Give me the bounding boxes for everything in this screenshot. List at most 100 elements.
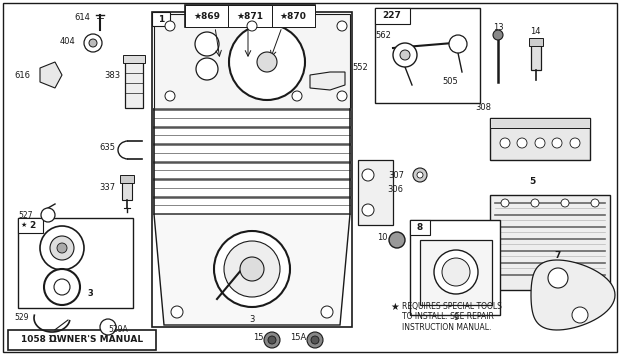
Circle shape bbox=[292, 91, 302, 101]
Text: 7: 7 bbox=[555, 251, 561, 260]
Text: 635: 635 bbox=[99, 143, 115, 153]
Circle shape bbox=[493, 30, 503, 40]
Text: 306: 306 bbox=[387, 186, 403, 195]
Polygon shape bbox=[310, 72, 345, 90]
Text: 1: 1 bbox=[158, 15, 164, 23]
Bar bbox=[123, 55, 145, 63]
Circle shape bbox=[257, 52, 277, 72]
Circle shape bbox=[393, 43, 417, 67]
Circle shape bbox=[417, 172, 423, 178]
Bar bbox=[152, 12, 352, 327]
Circle shape bbox=[41, 208, 55, 222]
Bar bbox=[410, 220, 500, 315]
Circle shape bbox=[171, 306, 183, 318]
Bar bbox=[490, 195, 610, 290]
Circle shape bbox=[40, 226, 84, 270]
Circle shape bbox=[362, 204, 374, 216]
Circle shape bbox=[400, 50, 410, 60]
Circle shape bbox=[165, 21, 175, 31]
Circle shape bbox=[442, 258, 470, 286]
Text: 2: 2 bbox=[29, 220, 35, 229]
Circle shape bbox=[337, 21, 347, 31]
Bar bbox=[420, 240, 492, 305]
Text: ★: ★ bbox=[21, 222, 27, 228]
Circle shape bbox=[535, 138, 545, 148]
Text: 552: 552 bbox=[352, 64, 368, 72]
Bar bbox=[8, 330, 156, 350]
Circle shape bbox=[531, 199, 539, 207]
Circle shape bbox=[413, 168, 427, 182]
Text: 307: 307 bbox=[388, 170, 404, 180]
Circle shape bbox=[321, 306, 333, 318]
Text: 15A: 15A bbox=[290, 333, 306, 343]
Text: 383: 383 bbox=[104, 71, 120, 80]
Bar bbox=[120, 175, 134, 183]
Bar bbox=[185, 5, 315, 27]
Circle shape bbox=[570, 138, 580, 148]
Text: 3: 3 bbox=[249, 315, 255, 323]
Circle shape bbox=[449, 35, 467, 53]
Text: 10: 10 bbox=[377, 234, 388, 242]
Circle shape bbox=[229, 24, 305, 100]
Bar bbox=[272, 5, 315, 27]
Circle shape bbox=[214, 231, 290, 307]
Bar bbox=[228, 5, 272, 27]
Text: ereplacementparts.com: ereplacementparts.com bbox=[180, 189, 330, 202]
Circle shape bbox=[362, 169, 374, 181]
Circle shape bbox=[196, 58, 218, 80]
Text: 11: 11 bbox=[46, 335, 57, 344]
Bar bbox=[490, 118, 590, 160]
Text: ★870: ★870 bbox=[280, 11, 307, 21]
Bar bbox=[531, 42, 541, 70]
Bar bbox=[529, 38, 543, 46]
Circle shape bbox=[591, 199, 599, 207]
Circle shape bbox=[50, 236, 74, 260]
Bar bbox=[122, 178, 132, 200]
Text: 15: 15 bbox=[253, 333, 264, 343]
Circle shape bbox=[337, 91, 347, 101]
Text: 614: 614 bbox=[74, 13, 90, 22]
Text: 8: 8 bbox=[417, 223, 423, 231]
Text: 9: 9 bbox=[453, 313, 459, 322]
Bar bbox=[18, 218, 133, 308]
Circle shape bbox=[240, 257, 264, 281]
Bar bbox=[125, 58, 143, 108]
Text: 227: 227 bbox=[383, 11, 401, 21]
Text: ★871: ★871 bbox=[236, 11, 264, 21]
Circle shape bbox=[548, 268, 568, 288]
Bar bbox=[490, 118, 590, 128]
Text: 1058 OWNER'S MANUAL: 1058 OWNER'S MANUAL bbox=[21, 335, 143, 344]
Circle shape bbox=[307, 332, 323, 348]
Text: 505: 505 bbox=[442, 77, 458, 87]
Polygon shape bbox=[154, 214, 350, 325]
Text: ★: ★ bbox=[390, 302, 399, 312]
Circle shape bbox=[57, 243, 67, 253]
Text: ★869: ★869 bbox=[193, 11, 220, 21]
Text: 616: 616 bbox=[14, 71, 30, 80]
Circle shape bbox=[89, 39, 97, 47]
Circle shape bbox=[434, 250, 478, 294]
Bar bbox=[154, 14, 350, 109]
Text: 13: 13 bbox=[493, 23, 503, 33]
Text: 308: 308 bbox=[475, 104, 491, 113]
Circle shape bbox=[268, 336, 276, 344]
Circle shape bbox=[165, 91, 175, 101]
Bar bbox=[152, 12, 170, 26]
Text: 5: 5 bbox=[529, 178, 535, 186]
Polygon shape bbox=[40, 62, 62, 88]
Circle shape bbox=[84, 34, 102, 52]
Polygon shape bbox=[531, 260, 615, 330]
Bar bbox=[18, 218, 43, 233]
Circle shape bbox=[561, 199, 569, 207]
Text: 14: 14 bbox=[529, 27, 540, 37]
Circle shape bbox=[195, 32, 219, 56]
Text: 529A: 529A bbox=[108, 326, 128, 334]
Circle shape bbox=[264, 332, 280, 348]
Circle shape bbox=[389, 232, 405, 248]
Bar bbox=[185, 5, 228, 27]
Circle shape bbox=[500, 138, 510, 148]
Text: 527: 527 bbox=[19, 211, 33, 219]
Circle shape bbox=[54, 279, 70, 295]
Circle shape bbox=[517, 138, 527, 148]
Bar bbox=[375, 8, 480, 103]
